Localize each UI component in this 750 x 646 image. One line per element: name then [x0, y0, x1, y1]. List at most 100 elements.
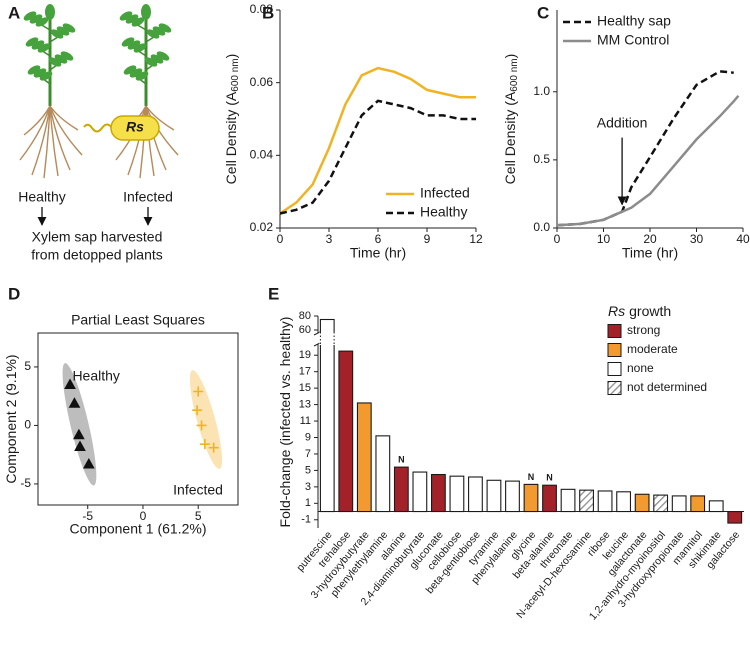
x-tick-label: 0: [140, 509, 147, 523]
bar: [468, 476, 483, 513]
x-tick-label: 10: [597, 232, 611, 246]
leaf: [50, 29, 64, 39]
bar: [579, 489, 594, 513]
bar: [690, 495, 706, 513]
leaf: [127, 40, 141, 50]
bar: [375, 435, 391, 513]
x-tick-label: 40: [736, 232, 750, 246]
leaf: [35, 17, 49, 27]
data-point: [73, 428, 85, 440]
y-tick-label: 1.0: [533, 84, 550, 98]
leaf: [141, 4, 151, 20]
group-label: Infected: [173, 482, 223, 498]
y-tick-label: 15: [299, 382, 311, 394]
y-tick-label: 13: [299, 398, 311, 410]
bar: [449, 475, 465, 513]
y-axis-label-part: Cell Density (A: [223, 91, 239, 184]
y-axis-label-part: 600 nm: [509, 58, 520, 91]
legend-label: Healthy: [420, 204, 467, 220]
leaf: [152, 26, 166, 36]
x-tick-label: 12: [469, 232, 483, 246]
y-tick-label: -5: [20, 476, 31, 490]
plot-frame: [37, 332, 239, 506]
legend-swatch: [607, 362, 622, 376]
data-point: [208, 442, 219, 453]
leaf: [156, 51, 170, 61]
legend-title: Rs growth: [608, 303, 671, 319]
x-tick-label: 3: [326, 232, 333, 246]
x-tick-label: -5: [82, 509, 93, 523]
panel-letter: C: [537, 3, 549, 22]
panel-letter: E: [268, 284, 279, 303]
leaf: [133, 43, 147, 53]
x-tick-label: 30: [690, 232, 704, 246]
data-point: [82, 458, 95, 469]
leaf: [150, 54, 164, 64]
bacterium: [110, 115, 160, 141]
bar-note: N: [528, 472, 535, 482]
series-line: [279, 99, 476, 215]
data-point: [68, 397, 81, 408]
y-axis-label-part: Component 2 (9.1%): [3, 354, 19, 483]
root: [139, 105, 147, 179]
root: [23, 105, 51, 136]
bar: [505, 480, 520, 513]
y-axis-label-part: 600 nm: [230, 58, 241, 91]
caption-line: from detopped plants: [31, 247, 163, 263]
y-tick-label: 60: [299, 324, 311, 336]
panel-letter: B: [262, 3, 274, 22]
leaf: [62, 23, 76, 33]
y-axis-label: Component 2 (9.1%): [3, 354, 19, 483]
x-tick-label: 0: [554, 232, 561, 246]
y-tick-label: 0.0: [533, 220, 550, 234]
x-axis-label: Time (hr): [350, 245, 406, 261]
leaf: [119, 11, 133, 21]
leaf: [54, 54, 68, 64]
y-tick-label: 0.02: [250, 220, 274, 234]
leaf: [146, 29, 160, 39]
plant-illustrations: [19, 4, 179, 179]
bar: [486, 479, 502, 513]
series-line: [556, 94, 740, 227]
y-axis-label-part: ): [502, 54, 518, 59]
caption-line: Xylem sap harvested: [32, 229, 163, 245]
y-tick-label: 80: [299, 310, 311, 322]
leaf: [56, 26, 70, 36]
panel-a: A Rs Healthy Infected Xylem sap harveste…: [8, 3, 179, 263]
bar: [653, 494, 669, 513]
bar: [634, 493, 650, 513]
leaf: [27, 65, 41, 75]
legend-label: MM Control: [597, 32, 669, 48]
root: [49, 105, 59, 177]
y-axis-label: Cell Density (A600 nm): [502, 54, 520, 185]
root: [49, 105, 71, 171]
legend-swatch: [607, 324, 622, 338]
bar: [708, 500, 724, 513]
legend-label: none: [627, 361, 654, 375]
bar-note: N: [398, 454, 405, 464]
x-tick-label: 0: [277, 232, 284, 246]
panel-letter: D: [8, 284, 20, 303]
x-tick-label: 20: [643, 232, 657, 246]
x-axis-label: Time (hr): [622, 245, 678, 261]
data-point: [193, 386, 204, 397]
y-tick-label: 1: [305, 497, 311, 509]
bar: [542, 484, 557, 513]
root: [49, 105, 83, 156]
x-axis-label: Component 1 (61.2%): [70, 521, 207, 537]
leaf: [45, 4, 55, 20]
bar: [338, 350, 354, 513]
root: [31, 105, 51, 176]
bar: [671, 495, 687, 513]
root: [19, 105, 51, 161]
leaf: [31, 40, 45, 50]
y-tick-label: 5: [24, 359, 31, 373]
leaf: [25, 37, 39, 47]
infected-label: Infected: [123, 189, 173, 205]
bar: [727, 510, 743, 524]
y-tick-label: 19: [299, 349, 311, 361]
y-tick-label: 9: [305, 431, 311, 443]
leaf: [123, 65, 137, 75]
series-line: [279, 66, 476, 215]
